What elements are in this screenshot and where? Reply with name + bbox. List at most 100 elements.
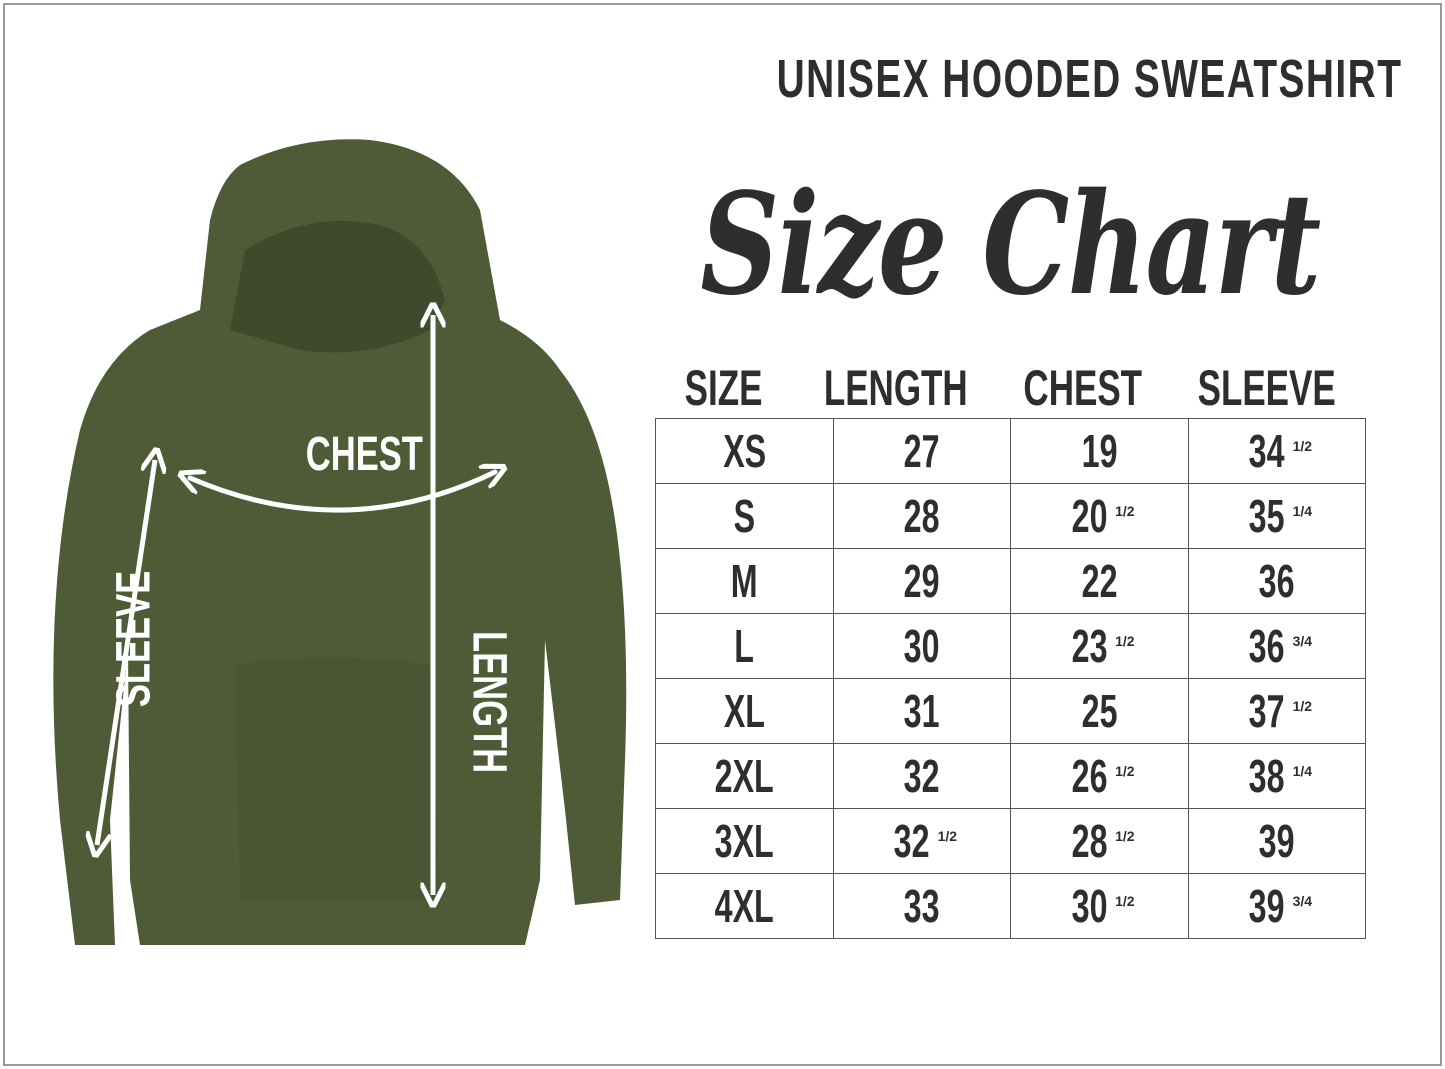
cell-value: 39 (1258, 815, 1295, 867)
chest-arrow (190, 472, 495, 513)
cell-fraction: 1/4 (1292, 763, 1313, 779)
table-row: 3XL 32 1/2 28 1/2 39 (655, 808, 1366, 874)
cell-size: XS (655, 418, 834, 484)
cell-size: 2XL (655, 743, 834, 809)
sleeve-label: SLEEVE (107, 570, 161, 708)
cell-length: 32 1/2 (832, 808, 1011, 874)
cell-length: 31 (832, 678, 1011, 744)
cell-fraction: 3/4 (1292, 633, 1313, 649)
cell-sleeve: 35 1/4 (1187, 483, 1366, 549)
table-row: S 28 20 1/2 35 1/4 (655, 483, 1366, 549)
cell-value: 25 (1081, 685, 1118, 737)
cell-value: 31 (903, 685, 940, 737)
cell-value: XL (723, 685, 765, 737)
header-chest: CHEST (1023, 360, 1143, 416)
table-row: M 29 22 36 (655, 548, 1366, 614)
cell-value: S (733, 490, 755, 542)
cell-value: 28 (903, 490, 940, 542)
cell-fraction: 3/4 (1292, 893, 1313, 909)
cell-value: 32 (894, 815, 930, 867)
cell-chest: 19 (1010, 418, 1189, 484)
cell-length: 29 (832, 548, 1011, 614)
cell-value: 19 (1081, 425, 1118, 477)
cell-value: 36 (1258, 555, 1295, 607)
cell-sleeve: 36 (1187, 548, 1366, 614)
length-label: LENGTH (462, 630, 516, 774)
cell-fraction: 1/2 (1115, 633, 1135, 649)
cell-value: 30 (903, 620, 940, 672)
cell-value: XS (722, 425, 766, 477)
cell-value: L (734, 620, 755, 672)
cell-value: 20 (1071, 490, 1108, 542)
cell-value: 28 (1071, 815, 1108, 867)
cell-chest: 25 (1010, 678, 1189, 744)
cell-value: 2XL (714, 750, 774, 802)
cell-sleeve: 37 1/2 (1187, 678, 1366, 744)
cell-chest: 22 (1010, 548, 1189, 614)
cell-value: 32 (903, 750, 940, 802)
cell-sleeve: 39 (1187, 808, 1366, 874)
cell-size: S (655, 483, 834, 549)
cell-size: L (655, 613, 834, 679)
cell-value: 37 (1249, 685, 1285, 737)
cell-fraction: 1/2 (1292, 698, 1313, 714)
size-table: XS 27 19 34 1/2 S 28 20 1/2 35 1/4 M 29 22 36 L 30 23 1/2 3… (655, 418, 1366, 939)
cell-chest: 20 1/2 (1010, 483, 1189, 549)
header-sleeve: SLEEVE (1197, 360, 1336, 416)
cell-value: 4XL (714, 880, 774, 932)
cell-length: 30 (832, 613, 1011, 679)
cell-length: 27 (832, 418, 1011, 484)
script-title: Size Chart (640, 150, 1380, 340)
cell-size: M (655, 548, 834, 614)
cell-chest: 28 1/2 (1010, 808, 1189, 874)
script-title-text: Size Chart (700, 163, 1321, 327)
header-size: SIZE (684, 360, 763, 416)
cell-fraction: 1/4 (1292, 503, 1313, 519)
sleeve-arrow (97, 460, 155, 845)
cell-fraction: 1/2 (1115, 828, 1135, 844)
cell-value: 33 (903, 880, 940, 932)
cell-value: 22 (1081, 555, 1118, 607)
cell-sleeve: 34 1/2 (1187, 418, 1366, 484)
cell-value: M (730, 555, 758, 607)
cell-value: 38 (1249, 750, 1285, 802)
header-length: LENGTH (823, 360, 968, 416)
cell-fraction: 1/2 (1292, 438, 1313, 454)
table-header: SIZE LENGTH CHEST SLEEVE (655, 360, 1365, 416)
cell-sleeve: 38 1/4 (1187, 743, 1366, 809)
table-row: L 30 23 1/2 36 3/4 (655, 613, 1366, 679)
cell-chest: 26 1/2 (1010, 743, 1189, 809)
cell-chest: 30 1/2 (1010, 873, 1189, 939)
table-row: 2XL 32 26 1/2 38 1/4 (655, 743, 1366, 809)
cell-value: 27 (903, 425, 940, 477)
cell-chest: 23 1/2 (1010, 613, 1189, 679)
cell-value: 3XL (714, 815, 774, 867)
cell-length: 33 (832, 873, 1011, 939)
cell-length: 28 (832, 483, 1011, 549)
cell-value: 34 (1249, 425, 1285, 477)
table-row: 4XL 33 30 1/2 39 3/4 (655, 873, 1366, 939)
cell-value: 36 (1249, 620, 1285, 672)
table-row: XS 27 19 34 1/2 (655, 418, 1366, 484)
cell-sleeve: 36 3/4 (1187, 613, 1366, 679)
cell-value: 26 (1071, 750, 1108, 802)
cell-value: 39 (1249, 880, 1285, 932)
cell-value: 23 (1071, 620, 1108, 672)
cell-size: XL (655, 678, 834, 744)
hoodie-shape (53, 139, 627, 945)
page-border (3, 3, 1442, 1066)
cell-size: 3XL (655, 808, 834, 874)
page-heading: UNISEX HOODED SWEATSHIRT (776, 49, 1403, 109)
cell-fraction: 1/2 (1115, 763, 1135, 779)
cell-value: 35 (1249, 490, 1285, 542)
chest-label: CHEST (305, 428, 423, 481)
cell-size: 4XL (655, 873, 834, 939)
table-row: XL 31 25 37 1/2 (655, 678, 1366, 744)
cell-value: 30 (1071, 880, 1108, 932)
cell-fraction: 1/2 (1115, 893, 1135, 909)
cell-fraction: 1/2 (937, 828, 958, 844)
cell-length: 32 (832, 743, 1011, 809)
cell-sleeve: 39 3/4 (1187, 873, 1366, 939)
cell-fraction: 1/2 (1115, 503, 1135, 519)
